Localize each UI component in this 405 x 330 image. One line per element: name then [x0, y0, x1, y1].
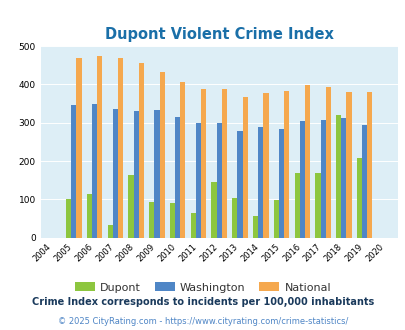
Bar [232, 198, 237, 238]
Bar [335, 115, 341, 238]
Bar [139, 63, 144, 238]
Bar [195, 123, 200, 238]
Bar [221, 89, 226, 238]
Bar [66, 199, 71, 238]
Bar [315, 173, 320, 238]
Bar [341, 118, 345, 238]
Bar [237, 131, 242, 238]
Bar [325, 87, 330, 238]
Bar [133, 111, 139, 238]
Bar [345, 92, 351, 238]
Bar [97, 56, 102, 238]
Bar [258, 127, 263, 238]
Bar [180, 82, 185, 238]
Bar [200, 89, 206, 238]
Bar [92, 104, 97, 238]
Bar [76, 58, 81, 238]
Bar [216, 123, 221, 238]
Title: Dupont Violent Crime Index: Dupont Violent Crime Index [104, 27, 333, 42]
Bar [242, 97, 247, 238]
Bar [284, 91, 289, 238]
Bar [294, 173, 299, 238]
Bar [128, 175, 133, 238]
Text: © 2025 CityRating.com - https://www.cityrating.com/crime-statistics/: © 2025 CityRating.com - https://www.city… [58, 317, 347, 326]
Bar [169, 203, 175, 238]
Bar [71, 105, 76, 238]
Bar [190, 213, 195, 238]
Bar [149, 202, 154, 238]
Bar [278, 129, 284, 238]
Bar [367, 92, 371, 238]
Legend: Dupont, Washington, National: Dupont, Washington, National [70, 278, 335, 297]
Bar [154, 110, 159, 238]
Bar [252, 216, 258, 238]
Bar [304, 85, 309, 238]
Bar [107, 225, 113, 238]
Bar [263, 93, 268, 238]
Bar [87, 194, 92, 238]
Bar [159, 72, 164, 238]
Bar [113, 109, 118, 238]
Bar [299, 121, 304, 238]
Bar [175, 117, 180, 238]
Bar [356, 158, 361, 238]
Bar [273, 200, 278, 238]
Bar [320, 120, 325, 238]
Bar [361, 125, 367, 238]
Text: Crime Index corresponds to incidents per 100,000 inhabitants: Crime Index corresponds to incidents per… [32, 297, 373, 307]
Bar [118, 58, 123, 238]
Bar [211, 182, 216, 238]
